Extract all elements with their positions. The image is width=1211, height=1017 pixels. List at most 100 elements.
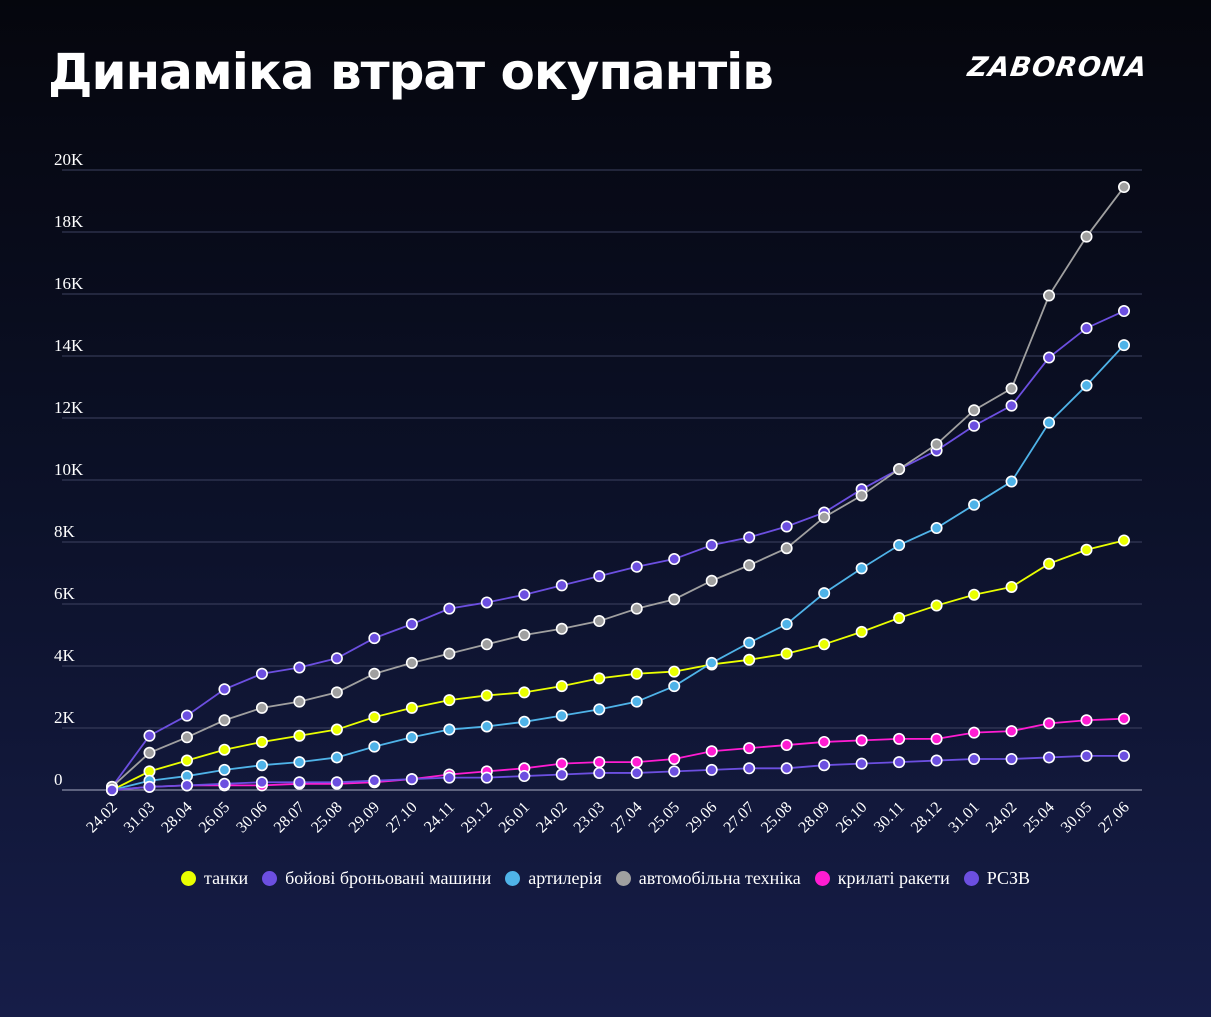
data-point [106, 783, 119, 796]
data-point [180, 779, 193, 792]
data-point [1118, 305, 1131, 318]
data-point [255, 776, 268, 789]
data-point [330, 686, 343, 699]
legend-item: РСЗВ [963, 868, 1030, 889]
legend-item: крилаті ракети [814, 868, 950, 889]
data-point [968, 588, 981, 601]
data-point [818, 735, 831, 748]
x-tick-label: 24.02 [533, 799, 570, 836]
data-point [1080, 322, 1093, 335]
data-point [780, 618, 793, 631]
legend-marker [615, 871, 631, 886]
y-tick-label: 0 [54, 770, 63, 789]
data-point [1080, 379, 1093, 392]
data-point [218, 763, 231, 776]
series-group [106, 749, 1131, 796]
x-tick-label: 25.05 [646, 799, 683, 836]
data-point [1080, 543, 1093, 556]
series-line [111, 186, 1125, 788]
y-tick-label: 10K [54, 460, 84, 479]
x-tick-label: 25.08 [308, 799, 345, 836]
data-point [1043, 557, 1056, 570]
data-point [368, 774, 381, 787]
legend-label: крилаті ракети [837, 868, 950, 888]
data-point [518, 715, 531, 728]
data-point [705, 574, 718, 587]
data-point [443, 694, 456, 707]
data-point [1005, 725, 1018, 738]
data-point [255, 667, 268, 680]
data-point [480, 638, 493, 651]
data-point [180, 731, 193, 744]
data-point [1043, 351, 1056, 364]
x-tick-label: 25.08 [758, 799, 795, 836]
series-line [111, 344, 1125, 791]
data-point [180, 709, 193, 722]
data-point [930, 732, 943, 745]
x-tick-label: 28.09 [795, 799, 832, 836]
data-point [1118, 534, 1131, 547]
data-point [593, 615, 606, 628]
chart-grid [62, 169, 1142, 791]
data-point [630, 695, 643, 708]
data-point [855, 625, 868, 638]
data-point [818, 759, 831, 772]
data-point [780, 520, 793, 533]
data-point [593, 672, 606, 685]
data-point [218, 714, 231, 727]
data-point [555, 622, 568, 635]
data-point [1118, 749, 1131, 762]
data-point [555, 579, 568, 592]
data-point [780, 542, 793, 555]
data-point [968, 752, 981, 765]
data-point [293, 729, 306, 742]
data-point [930, 599, 943, 612]
data-point [143, 746, 156, 759]
data-point [555, 768, 568, 781]
data-point [593, 570, 606, 583]
data-point [368, 667, 381, 680]
data-point [930, 754, 943, 767]
x-tick-label: 30.05 [1058, 799, 1095, 836]
legend-item: танки [180, 868, 249, 889]
data-point [518, 770, 531, 783]
legend-label: бойові броньовані машини [285, 868, 492, 888]
data-point [1005, 399, 1018, 412]
data-point [143, 780, 156, 793]
data-point [818, 511, 831, 524]
legend-label: танки [203, 868, 249, 888]
data-point [480, 689, 493, 702]
data-point [555, 757, 568, 770]
data-point [968, 498, 981, 511]
x-tick-label: 26.01 [496, 799, 533, 836]
x-axis: 24.02 31.03 28.04 26.05 30.06 28.07 25.08 29.09… [83, 799, 1132, 836]
data-point [518, 628, 531, 641]
data-point [180, 754, 193, 767]
data-point [630, 560, 643, 573]
data-point [405, 618, 418, 631]
data-point [780, 739, 793, 752]
data-point [705, 763, 718, 776]
data-point [1080, 230, 1093, 243]
legend-marker [180, 871, 196, 886]
x-tick-label: 29.06 [683, 799, 720, 836]
data-point [518, 686, 531, 699]
data-point [780, 647, 793, 660]
data-point [443, 771, 456, 784]
data-point [855, 489, 868, 502]
x-tick-label: 28.07 [271, 799, 308, 836]
data-point [818, 638, 831, 651]
data-point [818, 587, 831, 600]
y-tick-label: 12K [54, 398, 84, 417]
x-tick-label: 27.04 [608, 799, 645, 836]
data-point [218, 683, 231, 696]
series-line [111, 539, 1125, 791]
data-point [1080, 749, 1093, 762]
data-point [930, 438, 943, 451]
data-point [855, 734, 868, 747]
data-point [405, 731, 418, 744]
data-point [705, 745, 718, 758]
data-point [668, 765, 681, 778]
data-point [218, 777, 231, 790]
